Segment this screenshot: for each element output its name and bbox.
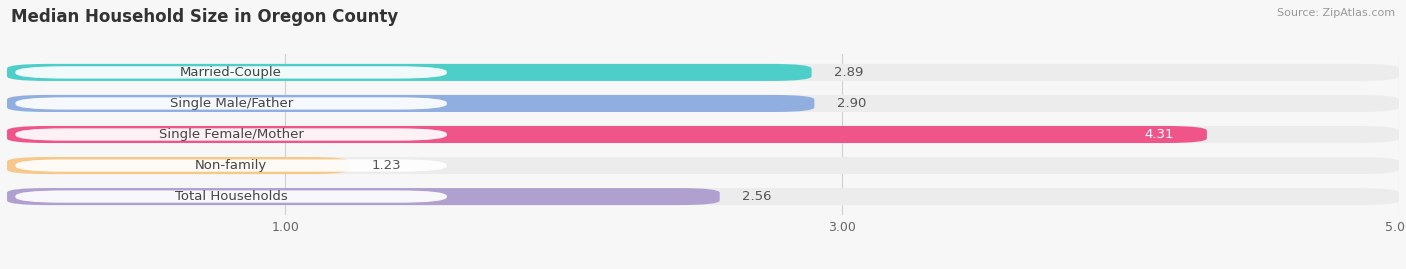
Text: 2.89: 2.89 bbox=[834, 66, 863, 79]
FancyBboxPatch shape bbox=[15, 190, 447, 203]
Text: 2.90: 2.90 bbox=[837, 97, 866, 110]
Text: Single Male/Father: Single Male/Father bbox=[170, 97, 292, 110]
Text: 4.31: 4.31 bbox=[1144, 128, 1174, 141]
FancyBboxPatch shape bbox=[7, 126, 1399, 143]
Text: Married-Couple: Married-Couple bbox=[180, 66, 283, 79]
FancyBboxPatch shape bbox=[7, 157, 350, 174]
FancyBboxPatch shape bbox=[7, 64, 811, 81]
FancyBboxPatch shape bbox=[15, 160, 447, 172]
Text: Single Female/Mother: Single Female/Mother bbox=[159, 128, 304, 141]
FancyBboxPatch shape bbox=[7, 95, 814, 112]
FancyBboxPatch shape bbox=[7, 188, 1399, 205]
Text: Total Households: Total Households bbox=[174, 190, 287, 203]
Text: Source: ZipAtlas.com: Source: ZipAtlas.com bbox=[1277, 8, 1395, 18]
FancyBboxPatch shape bbox=[15, 97, 447, 109]
Text: Non-family: Non-family bbox=[195, 159, 267, 172]
Text: 2.56: 2.56 bbox=[742, 190, 772, 203]
FancyBboxPatch shape bbox=[7, 157, 1399, 174]
FancyBboxPatch shape bbox=[15, 128, 447, 141]
FancyBboxPatch shape bbox=[7, 64, 1399, 81]
FancyBboxPatch shape bbox=[7, 95, 1399, 112]
FancyBboxPatch shape bbox=[7, 188, 720, 205]
FancyBboxPatch shape bbox=[15, 66, 447, 79]
FancyBboxPatch shape bbox=[7, 126, 1206, 143]
Text: 1.23: 1.23 bbox=[371, 159, 401, 172]
Text: Median Household Size in Oregon County: Median Household Size in Oregon County bbox=[11, 8, 398, 26]
